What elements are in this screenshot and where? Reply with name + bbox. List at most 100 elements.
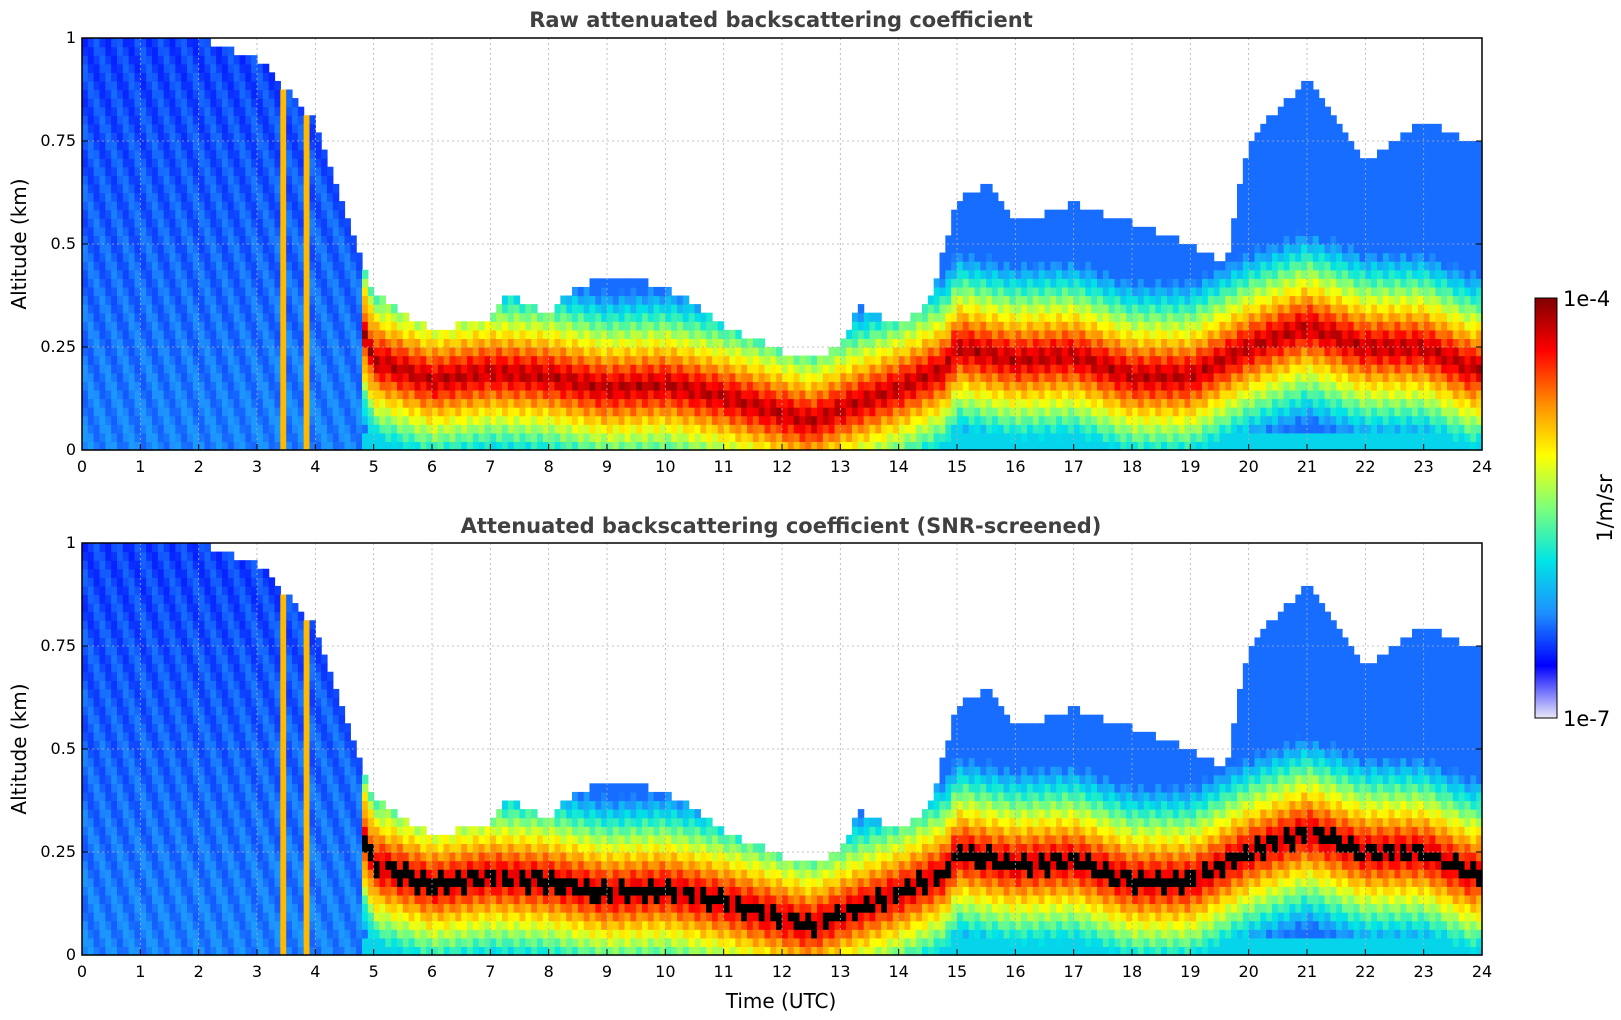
heatmap-cell	[1108, 347, 1116, 357]
heatmap-cell	[321, 329, 328, 340]
heatmap-cell	[87, 46, 95, 56]
heatmap-cell	[945, 338, 952, 348]
heatmap-cell	[490, 338, 497, 348]
heatmap-cell	[852, 364, 859, 374]
heatmap-cell	[1009, 252, 1016, 262]
heatmap-cell	[227, 261, 235, 271]
heatmap-cell	[1137, 407, 1145, 417]
heatmap-cell	[140, 312, 147, 322]
heatmap-cell	[187, 123, 194, 134]
heatmap-cell	[280, 389, 287, 400]
heatmap-cell	[840, 432, 847, 443]
heatmap-cell	[262, 295, 270, 305]
heatmap-cell	[292, 166, 299, 176]
heatmap-cell	[951, 235, 958, 245]
heatmap-cell	[385, 338, 392, 348]
heatmap-cell	[992, 415, 999, 425]
heatmap-cell	[163, 209, 171, 219]
heatmap-cell	[122, 432, 130, 443]
heatmap-cell	[700, 347, 707, 357]
heatmap-cell	[572, 295, 579, 305]
heatmap-cell	[1062, 407, 1069, 417]
heatmap-cell	[1126, 252, 1133, 262]
heatmap-cell	[1108, 321, 1116, 331]
heatmap-cell	[140, 261, 147, 271]
heatmap-cell	[840, 441, 847, 451]
heatmap-cell	[1114, 235, 1121, 245]
heatmap-cell	[216, 106, 223, 116]
heatmap-cell	[1202, 398, 1209, 408]
heatmap-cell	[192, 244, 200, 254]
heatmap-cell	[216, 295, 223, 305]
heatmap-cell	[1196, 269, 1203, 279]
heatmap-cell	[1143, 364, 1151, 374]
heatmap-cell	[1021, 252, 1028, 262]
heatmap-cell	[105, 441, 112, 451]
heatmap-cell	[455, 347, 462, 357]
heatmap-cell	[927, 441, 935, 451]
heatmap-cell	[467, 441, 474, 451]
heatmap-cell	[577, 355, 585, 365]
heatmap-cell	[986, 329, 993, 340]
heatmap-cell	[204, 149, 211, 159]
heatmap-cell	[752, 381, 760, 391]
heatmap-cell	[204, 158, 211, 168]
heatmap-cell	[922, 441, 929, 451]
heatmap-cell	[93, 158, 101, 168]
heatmap-cell	[379, 364, 386, 374]
heatmap-cell	[682, 407, 690, 417]
heatmap-cell	[1137, 226, 1145, 237]
heatmap-cell	[245, 115, 252, 125]
heatmap-cell	[152, 278, 159, 288]
heatmap-cell	[315, 441, 322, 451]
heatmap-cell	[688, 321, 696, 331]
heatmap-cell	[128, 424, 136, 434]
heatmap-cell	[245, 158, 252, 168]
heatmap-cell	[327, 312, 334, 322]
heatmap-cell	[181, 389, 188, 400]
heatmap-cell	[1178, 372, 1186, 382]
heatmap-cell	[198, 63, 206, 73]
heatmap-cell	[1213, 424, 1221, 434]
heatmap-cell	[385, 441, 392, 451]
heatmap-cell	[1167, 424, 1174, 434]
heatmap-cell	[513, 372, 521, 382]
heatmap-cell	[175, 304, 182, 314]
heatmap-cell	[117, 132, 124, 142]
heatmap-cell	[251, 183, 258, 194]
heatmap-cell	[1207, 261, 1215, 271]
heatmap-cell	[1085, 295, 1092, 305]
heatmap-cell	[268, 149, 276, 159]
heatmap-cell	[537, 355, 544, 365]
heatmap-cell	[939, 261, 946, 271]
heatmap-cell	[192, 432, 200, 443]
heatmap-cell	[945, 244, 952, 254]
heatmap-cell	[157, 347, 165, 357]
heatmap-cell	[157, 355, 165, 365]
heatmap-cell	[787, 407, 795, 417]
heatmap-cell	[1108, 286, 1116, 297]
heatmap-cell	[82, 149, 89, 159]
heatmap-cell	[99, 329, 106, 340]
heatmap-cell	[1213, 312, 1221, 322]
heatmap-cell	[187, 372, 194, 382]
heatmap-cell	[262, 286, 270, 297]
heatmap-cell	[840, 424, 847, 434]
heatmap-cell	[1085, 364, 1092, 374]
heatmap-cell	[682, 398, 690, 408]
heatmap-cell	[222, 261, 229, 271]
heatmap-cell	[93, 269, 101, 279]
heatmap-cell	[857, 355, 865, 365]
heatmap-cell	[461, 364, 468, 374]
heatmap-cell	[1073, 441, 1081, 451]
heatmap-cell	[665, 338, 672, 348]
heatmap-cell	[122, 80, 130, 91]
heatmap-cell	[1027, 355, 1034, 365]
heatmap-cell	[210, 347, 217, 357]
heatmap-cell	[309, 278, 316, 288]
heatmap-cell	[1091, 355, 1098, 365]
heatmap-cell	[560, 355, 567, 365]
heatmap-cell	[204, 329, 211, 340]
heatmap-cell	[881, 398, 888, 408]
heatmap-cell	[857, 347, 865, 357]
